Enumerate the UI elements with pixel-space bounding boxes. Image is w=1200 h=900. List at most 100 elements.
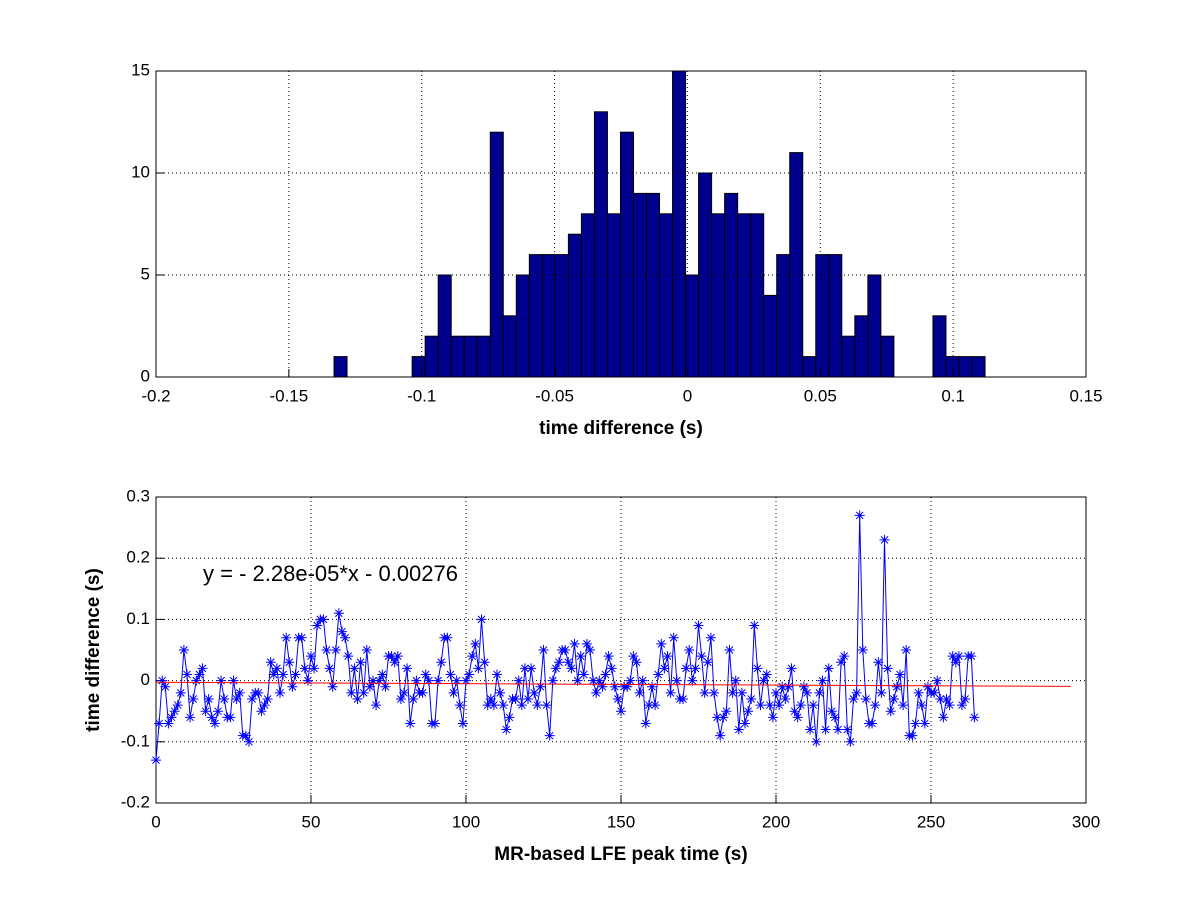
marker	[857, 645, 868, 655]
bar	[437, 274, 452, 378]
marker	[826, 706, 837, 717]
marker	[795, 700, 806, 711]
marker	[637, 675, 648, 686]
marker	[262, 693, 273, 704]
marker	[541, 700, 552, 711]
marker	[947, 651, 958, 662]
marker	[668, 632, 679, 643]
x-tick-label: 250	[917, 812, 945, 831]
marker	[430, 718, 440, 729]
marker	[665, 687, 676, 698]
marker	[566, 663, 577, 674]
x-axis-label: time difference (s)	[539, 418, 703, 439]
marker	[154, 718, 165, 729]
marker	[957, 700, 967, 711]
marker	[538, 645, 549, 655]
marker	[743, 706, 754, 717]
marker	[724, 645, 735, 655]
marker	[851, 687, 862, 698]
marker	[281, 632, 292, 643]
marker	[616, 706, 626, 717]
marker	[253, 687, 264, 698]
x-tick-label: -0.05	[535, 386, 574, 405]
y-tick-label: 5	[141, 264, 150, 283]
axes-frame	[155, 496, 1087, 804]
marker	[389, 657, 400, 668]
y-tick-label: 0	[141, 670, 150, 689]
marker	[231, 693, 242, 704]
marker	[213, 706, 223, 717]
x-tick-label: 0.05	[804, 386, 837, 405]
marker	[411, 675, 422, 686]
marker	[569, 638, 580, 649]
marker	[188, 693, 199, 704]
marker	[966, 651, 977, 662]
marker	[823, 663, 834, 674]
marker	[578, 669, 589, 680]
marker	[395, 693, 406, 704]
marker	[172, 700, 183, 711]
bar	[776, 254, 791, 378]
bar	[685, 274, 700, 378]
marker	[485, 693, 496, 704]
marker	[296, 632, 307, 643]
marker	[454, 700, 465, 711]
marker	[960, 693, 971, 704]
bar	[958, 356, 973, 378]
y-axis-label: time difference (s)	[83, 568, 104, 732]
marker	[178, 645, 189, 655]
marker	[640, 718, 651, 729]
marker	[550, 663, 561, 674]
marker	[498, 700, 509, 711]
marker	[392, 651, 403, 662]
marker	[572, 675, 583, 686]
marker	[916, 700, 927, 711]
marker	[287, 681, 298, 692]
marker	[929, 687, 940, 698]
marker	[476, 614, 487, 625]
marker	[938, 712, 949, 723]
marker	[492, 669, 502, 680]
marker	[919, 718, 930, 729]
bar	[711, 213, 726, 378]
marker	[352, 693, 363, 704]
x-axis-label: MR-based LFE peak time (s)	[494, 844, 747, 865]
x-tick-label: 0	[683, 386, 692, 405]
marker	[814, 687, 825, 698]
marker	[687, 675, 698, 686]
marker	[873, 657, 884, 668]
marker	[650, 700, 661, 711]
marker	[321, 645, 332, 655]
marker	[634, 687, 645, 698]
marker	[504, 712, 515, 723]
bar	[528, 254, 543, 378]
marker	[265, 657, 276, 668]
marker	[802, 687, 812, 698]
marker	[888, 693, 899, 704]
x-tick-label: -0.1	[407, 386, 436, 405]
marker	[457, 718, 468, 729]
marker	[386, 651, 397, 662]
marker	[467, 651, 478, 662]
marker	[256, 706, 267, 717]
marker	[532, 700, 543, 711]
bar	[606, 213, 621, 378]
x-tick-label: 100	[452, 812, 480, 831]
marker	[495, 687, 506, 698]
marker	[696, 651, 707, 662]
marker	[380, 681, 391, 692]
marker	[699, 687, 710, 698]
marker	[935, 693, 946, 704]
marker	[798, 681, 809, 692]
marker	[659, 663, 670, 674]
marker	[259, 700, 270, 711]
marker	[206, 712, 217, 723]
marker	[560, 645, 571, 655]
marker	[175, 687, 186, 698]
bar	[476, 335, 491, 378]
marker	[302, 675, 313, 686]
bar	[424, 335, 439, 378]
marker	[817, 675, 828, 686]
marker	[783, 681, 794, 692]
marker	[656, 638, 667, 649]
